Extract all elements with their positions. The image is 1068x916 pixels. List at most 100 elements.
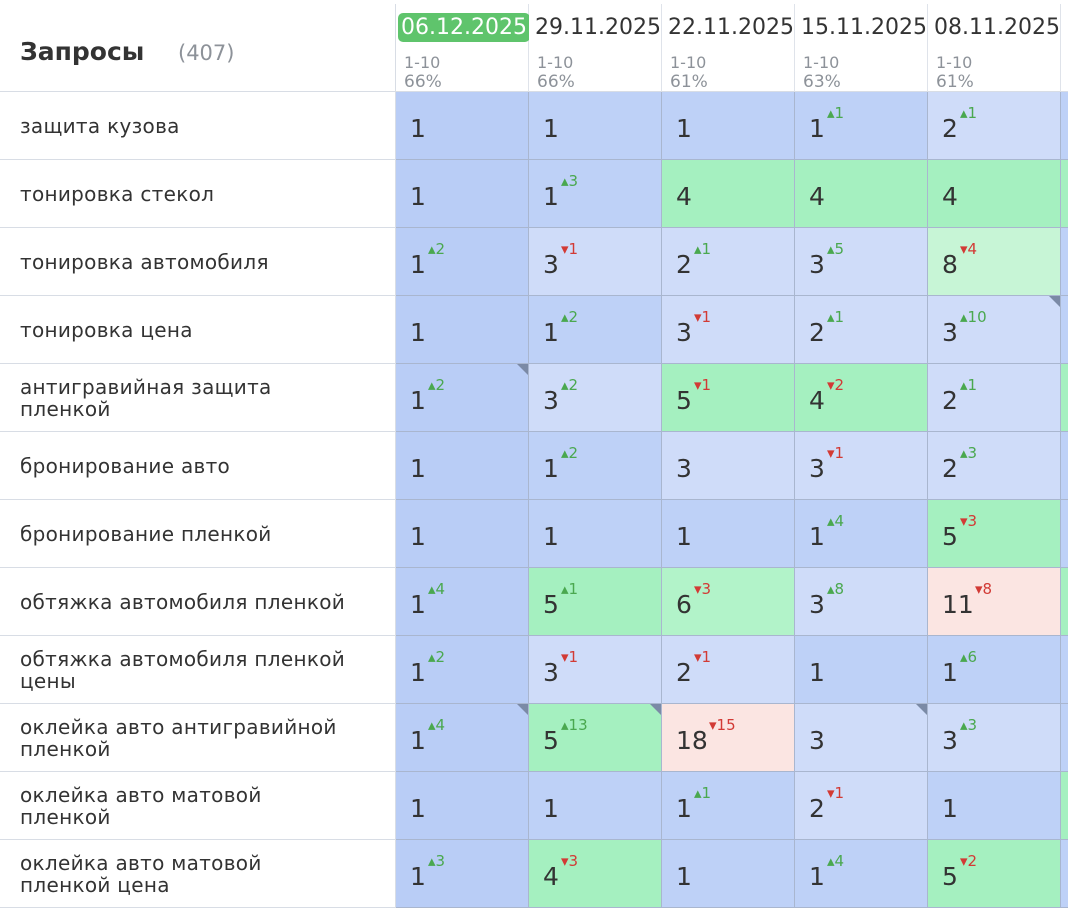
position-cell[interactable]: 1 [662, 840, 795, 908]
position-value: 3 [676, 454, 692, 483]
delta-up: ▴1 [561, 580, 579, 598]
position-cell[interactable]: 2 ▴3 [928, 432, 1061, 500]
query-row-label[interactable]: обтяжка автомобиля пленкой цены [0, 636, 396, 704]
position-cell[interactable]: 4 ▾3 [529, 840, 662, 908]
query-row-label[interactable]: бронирование авто [0, 432, 396, 500]
queries-count: (407) [178, 41, 235, 65]
position-cell[interactable]: 1 [396, 772, 529, 840]
position-cell[interactable]: 3 ▾1 [795, 432, 928, 500]
position-cell[interactable]: 1 ▴4 [396, 568, 529, 636]
delta-up: ▴2 [428, 376, 446, 394]
position-cell[interactable]: 4 ▾2 [795, 364, 928, 432]
delta-up: ▴1 [827, 104, 845, 122]
position-cell[interactable]: 1 [529, 92, 662, 160]
delta-up: ▴2 [561, 444, 579, 462]
position-cell[interactable]: 2 ▾1 [795, 772, 928, 840]
position-value: 1 [676, 862, 692, 891]
delta-down: ▾4 [960, 240, 978, 258]
position-value: 2 [809, 318, 825, 347]
position-cell[interactable]: 3 ▴8 [795, 568, 928, 636]
position-cell[interactable]: 1 [396, 92, 529, 160]
position-value: 4 [676, 182, 692, 211]
query-row-label[interactable]: оклейка авто матовой пленкой [0, 772, 396, 840]
date-column-header[interactable]: 29.11.2025 1-10 66% [529, 4, 662, 92]
position-cell[interactable]: 3 ▴10 [928, 296, 1061, 364]
position-cell[interactable]: 1 [928, 772, 1061, 840]
position-cell[interactable]: 3 ▴3 [928, 704, 1061, 772]
position-cell[interactable]: 1 [662, 92, 795, 160]
position-cell[interactable]: 5 ▾1 [662, 364, 795, 432]
position-cell[interactable]: 5 ▴1 [529, 568, 662, 636]
position-cell[interactable]: 1 ▴2 [529, 296, 662, 364]
position-cell[interactable]: 4 [795, 160, 928, 228]
query-row-label[interactable]: оклейка авто антигравийной пленкой [0, 704, 396, 772]
position-cell[interactable]: 1 [396, 500, 529, 568]
query-row-label[interactable]: тонировка цена [0, 296, 396, 364]
position-cell[interactable]: 5 ▾3 [928, 500, 1061, 568]
query-row-label[interactable]: защита кузова [0, 92, 396, 160]
position-cell[interactable]: 1 ▴2 [529, 432, 662, 500]
position-cell[interactable]: 3 [662, 432, 795, 500]
position-value: 2 [676, 658, 692, 687]
position-cell[interactable]: 1 ▴6 [928, 636, 1061, 704]
position-cell[interactable]: 1 [396, 160, 529, 228]
position-cell[interactable]: 2 ▴1 [795, 296, 928, 364]
position-cell[interactable]: 1 ▴2 [396, 636, 529, 704]
position-cell[interactable]: 3 ▾1 [662, 296, 795, 364]
position-cell[interactable]: 3 ▾1 [529, 636, 662, 704]
date-column-header[interactable]: 06.12.2025 1-10 66% [396, 4, 530, 92]
delta-down: ▾1 [694, 376, 712, 394]
position-cell[interactable]: 1 ▴4 [795, 500, 928, 568]
position-cell[interactable]: 1 ▴1 [795, 92, 928, 160]
position-cell[interactable]: 2 ▴1 [662, 228, 795, 296]
position-cell[interactable]: 3 ▴5 [795, 228, 928, 296]
position-value: 3 [809, 454, 825, 483]
position-cell[interactable]: 1 ▴2 [396, 228, 529, 296]
query-row-label[interactable]: антигравийная защита пленкой [0, 364, 396, 432]
position-cell[interactable]: 1 [396, 432, 529, 500]
date-range: 1-10 [404, 53, 441, 72]
position-cell[interactable]: 4 [928, 160, 1061, 228]
position-cell[interactable]: 1 ▴3 [396, 840, 529, 908]
note-corner-icon [517, 704, 528, 715]
position-cell[interactable]: 1 ▴4 [396, 704, 529, 772]
position-cell[interactable]: 1 ▴3 [529, 160, 662, 228]
position-cell[interactable]: 1 [795, 636, 928, 704]
date-column-header[interactable]: 22.11.2025 1-10 61% [662, 4, 795, 92]
position-cell[interactable]: 1 [662, 500, 795, 568]
position-cell[interactable]: 5 ▴13 [529, 704, 662, 772]
position-cell[interactable]: 6 ▾3 [662, 568, 795, 636]
position-cell[interactable]: 3 ▴2 [529, 364, 662, 432]
position-cell[interactable]: 3 [795, 704, 928, 772]
query-row-label[interactable]: обтяжка автомобиля пленкой [0, 568, 396, 636]
position-value: 5 [676, 386, 692, 415]
date-column-header[interactable]: 08.11.2025 1-10 61% [928, 4, 1061, 92]
position-value: 2 [942, 114, 958, 143]
position-cell[interactable]: 1 ▴2 [396, 364, 529, 432]
query-row-label[interactable]: оклейка авто матовой пленкой цена [0, 840, 396, 908]
position-cell[interactable]: 11 ▾8 [928, 568, 1061, 636]
position-cell[interactable]: 1 [396, 296, 529, 364]
position-cell[interactable]: 1 ▴1 [662, 772, 795, 840]
query-row-label[interactable]: тонировка автомобиля [0, 228, 396, 296]
position-value: 1 [410, 386, 426, 415]
query-row-label[interactable]: тонировка стекол [0, 160, 396, 228]
position-cell[interactable]: 18 ▾15 [662, 704, 795, 772]
position-cell[interactable]: 2 ▴1 [928, 92, 1061, 160]
position-cell[interactable]: 1 [529, 500, 662, 568]
position-cell[interactable]: 4 [662, 160, 795, 228]
position-cell[interactable]: 5 ▾2 [928, 840, 1061, 908]
position-cell[interactable]: 3 ▾1 [529, 228, 662, 296]
position-cell[interactable]: 2 ▾1 [662, 636, 795, 704]
position-cell[interactable]: 1 [529, 772, 662, 840]
position-cell-partial [1061, 92, 1068, 160]
position-cell[interactable]: 2 ▴1 [928, 364, 1061, 432]
position-cell-partial [1061, 840, 1068, 908]
position-cell-partial [1061, 704, 1068, 772]
date-column-header[interactable]: 15.11.2025 1-10 63% [795, 4, 928, 92]
query-row-label[interactable]: бронирование пленкой [0, 500, 396, 568]
query-text: бронирование авто [20, 453, 231, 478]
position-cell[interactable]: 8 ▾4 [928, 228, 1061, 296]
position-value: 3 [809, 590, 825, 619]
position-cell[interactable]: 1 ▴4 [795, 840, 928, 908]
